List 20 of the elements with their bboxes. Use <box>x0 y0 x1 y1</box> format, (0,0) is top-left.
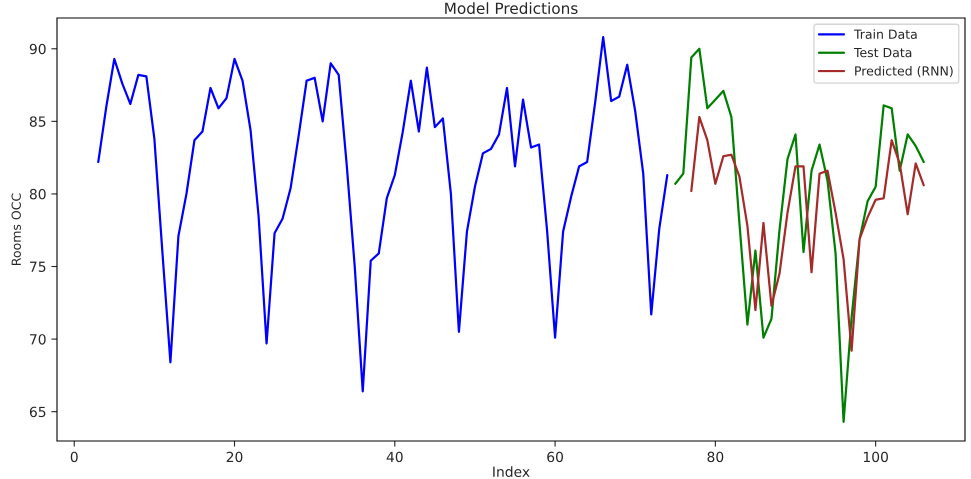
line-series <box>690 116 925 352</box>
legend-label: Test Data <box>854 48 912 58</box>
chart-title: Model Predictions <box>445 2 578 14</box>
y-axis-title: Rooms OCC <box>11 193 21 265</box>
y-tick-label: 85 <box>30 116 46 127</box>
y-tick-label: 70 <box>30 334 46 345</box>
x-tick-label: 0 <box>70 452 78 462</box>
x-tick-label: 60 <box>547 452 563 462</box>
line-series <box>97 36 668 392</box>
y-tick-label: 75 <box>30 262 46 272</box>
legend-label: Train Data <box>854 29 917 39</box>
x-axis-title: Index <box>493 466 530 477</box>
x-tick-label: 20 <box>226 452 242 462</box>
legend-label: Predicted (RNN) <box>855 66 953 78</box>
x-tick-label: 80 <box>707 452 724 462</box>
x-tick-label: 100 <box>864 452 888 462</box>
y-tick-label: 80 <box>30 188 46 200</box>
y-tick-label: 90 <box>30 44 46 54</box>
x-tick-label: 40 <box>386 452 403 462</box>
y-tick-label: 65 <box>30 406 46 418</box>
